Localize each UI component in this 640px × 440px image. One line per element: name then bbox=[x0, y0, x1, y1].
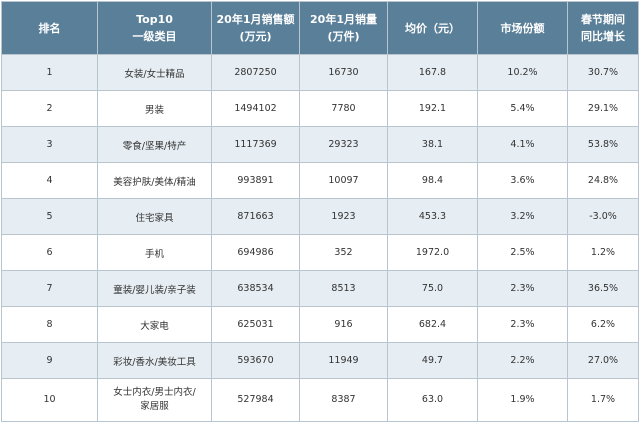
share-cell: 2.3% bbox=[477, 306, 568, 343]
volume-cell: 29323 bbox=[299, 126, 388, 163]
growth-cell: 6.2% bbox=[567, 306, 639, 343]
growth-cell: 1.7% bbox=[567, 378, 639, 422]
table-row: 4 美容护肤/美体/精油 993891 10097 98.4 3.6% 24.8… bbox=[1, 162, 639, 199]
share-cell: 5.4% bbox=[477, 90, 568, 127]
volume-cell: 16730 bbox=[299, 54, 388, 91]
category-cell: 住宅家具 bbox=[97, 198, 212, 235]
growth-cell: 27.0% bbox=[567, 342, 639, 379]
rank-cell: 7 bbox=[1, 270, 98, 307]
growth-cell: 53.8% bbox=[567, 126, 639, 163]
header-share: 市场份额 bbox=[477, 1, 568, 55]
growth-cell: -3.0% bbox=[567, 198, 639, 235]
sales-cell: 625031 bbox=[211, 306, 300, 343]
share-cell: 10.2% bbox=[477, 54, 568, 91]
table-row: 3 零食/坚果/特产 1117369 29323 38.1 4.1% 53.8% bbox=[1, 126, 639, 163]
share-cell: 3.2% bbox=[477, 198, 568, 235]
sales-cell: 871663 bbox=[211, 198, 300, 235]
growth-cell: 1.2% bbox=[567, 234, 639, 271]
rank-cell: 8 bbox=[1, 306, 98, 343]
volume-cell: 11949 bbox=[299, 342, 388, 379]
rank-cell: 10 bbox=[1, 378, 98, 422]
volume-cell: 8387 bbox=[299, 378, 388, 422]
category-cell: 零食/坚果/特产 bbox=[97, 126, 212, 163]
category-cell: 手机 bbox=[97, 234, 212, 271]
share-cell: 4.1% bbox=[477, 126, 568, 163]
growth-cell: 30.7% bbox=[567, 54, 639, 91]
table-row: 8 大家电 625031 916 682.4 2.3% 6.2% bbox=[1, 306, 639, 343]
category-cell: 彩妆/香水/美妆工具 bbox=[97, 342, 212, 379]
rank-cell: 4 bbox=[1, 162, 98, 199]
rank-cell: 9 bbox=[1, 342, 98, 379]
rank-cell: 6 bbox=[1, 234, 98, 271]
header-growth: 春节期间 同比增长 bbox=[567, 1, 639, 55]
price-cell: 1972.0 bbox=[387, 234, 478, 271]
volume-cell: 916 bbox=[299, 306, 388, 343]
price-cell: 63.0 bbox=[387, 378, 478, 422]
growth-cell: 24.8% bbox=[567, 162, 639, 199]
sales-cell: 694986 bbox=[211, 234, 300, 271]
header-sales: 20年1月销售额 (万元) bbox=[211, 1, 300, 55]
category-cell: 童装/婴儿装/亲子装 bbox=[97, 270, 212, 307]
growth-cell: 29.1% bbox=[567, 90, 639, 127]
volume-cell: 1923 bbox=[299, 198, 388, 235]
volume-cell: 352 bbox=[299, 234, 388, 271]
table-row: 7 童装/婴儿装/亲子装 638534 8513 75.0 2.3% 36.5% bbox=[1, 270, 639, 307]
category-line: 家居服 bbox=[140, 401, 169, 412]
price-cell: 75.0 bbox=[387, 270, 478, 307]
share-cell: 2.2% bbox=[477, 342, 568, 379]
sales-cell: 1494102 bbox=[211, 90, 300, 127]
rank-cell: 3 bbox=[1, 126, 98, 163]
header-volume: 20年1月销量 (万件) bbox=[299, 1, 388, 55]
category-cell: 女装/女士精品 bbox=[97, 54, 212, 91]
price-cell: 49.7 bbox=[387, 342, 478, 379]
rank-cell: 1 bbox=[1, 54, 98, 91]
header-rank: 排名 bbox=[1, 1, 98, 55]
price-cell: 38.1 bbox=[387, 126, 478, 163]
header-category: Top10 一级类目 bbox=[97, 1, 212, 55]
price-cell: 682.4 bbox=[387, 306, 478, 343]
growth-cell: 36.5% bbox=[567, 270, 639, 307]
category-cell: 美容护肤/美体/精油 bbox=[97, 162, 212, 199]
price-cell: 98.4 bbox=[387, 162, 478, 199]
table-header-row: 排名 Top10 一级类目 20年1月销售额 (万元) 20年1月销量 (万件)… bbox=[1, 1, 639, 55]
sales-cell: 1117369 bbox=[211, 126, 300, 163]
share-cell: 2.5% bbox=[477, 234, 568, 271]
sales-cell: 593670 bbox=[211, 342, 300, 379]
category-ranking-table: 排名 Top10 一级类目 20年1月销售额 (万元) 20年1月销量 (万件)… bbox=[1, 1, 639, 422]
price-cell: 192.1 bbox=[387, 90, 478, 127]
table-row: 1 女装/女士精品 2807250 16730 167.8 10.2% 30.7… bbox=[1, 54, 639, 91]
share-cell: 1.9% bbox=[477, 378, 568, 422]
category-cell: 大家电 bbox=[97, 306, 212, 343]
category-line: 女士内衣/男士内衣/ bbox=[113, 387, 196, 398]
volume-cell: 10097 bbox=[299, 162, 388, 199]
category-cell: 男装 bbox=[97, 90, 212, 127]
sales-cell: 993891 bbox=[211, 162, 300, 199]
sales-cell: 2807250 bbox=[211, 54, 300, 91]
share-cell: 2.3% bbox=[477, 270, 568, 307]
table-row: 6 手机 694986 352 1972.0 2.5% 1.2% bbox=[1, 234, 639, 271]
price-cell: 167.8 bbox=[387, 54, 478, 91]
share-cell: 3.6% bbox=[477, 162, 568, 199]
table-row: 10 女士内衣/男士内衣/ 家居服 527984 8387 63.0 1.9% … bbox=[1, 378, 639, 422]
rank-cell: 2 bbox=[1, 90, 98, 127]
ranking-table-container: 排名 Top10 一级类目 20年1月销售额 (万元) 20年1月销量 (万件)… bbox=[1, 1, 639, 422]
table-row: 9 彩妆/香水/美妆工具 593670 11949 49.7 2.2% 27.0… bbox=[1, 342, 639, 379]
header-price: 均价（元） bbox=[387, 1, 478, 55]
volume-cell: 8513 bbox=[299, 270, 388, 307]
table-row: 5 住宅家具 871663 1923 453.3 3.2% -3.0% bbox=[1, 198, 639, 235]
category-cell: 女士内衣/男士内衣/ 家居服 bbox=[97, 378, 212, 422]
sales-cell: 527984 bbox=[211, 378, 300, 422]
table-row: 2 男装 1494102 7780 192.1 5.4% 29.1% bbox=[1, 90, 639, 127]
price-cell: 453.3 bbox=[387, 198, 478, 235]
volume-cell: 7780 bbox=[299, 90, 388, 127]
rank-cell: 5 bbox=[1, 198, 98, 235]
sales-cell: 638534 bbox=[211, 270, 300, 307]
